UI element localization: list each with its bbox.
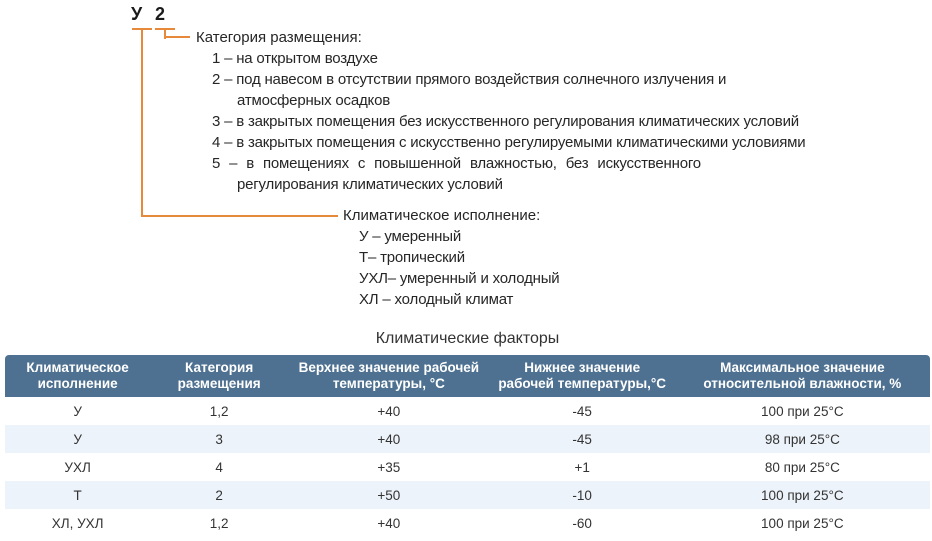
cell-placement-category: 1,2 <box>209 515 229 531</box>
table-row: Т 2 +50 -10 100 при 25°С <box>5 481 930 509</box>
cell-placement-category: 3 <box>150 425 289 453</box>
header-placement-category: Категория размещения <box>150 355 289 397</box>
climatic-version-list: У – умеренный Т– тропический УХЛ– умерен… <box>359 226 763 310</box>
header-max-humidity: Максимальное значение относительной влаж… <box>674 355 930 397</box>
cell-placement-category: 2 <box>150 481 289 509</box>
connector-category-branch-line <box>164 36 190 38</box>
connector-category-stem-line <box>164 28 166 39</box>
cell-upper-temperature: +40 <box>288 425 490 453</box>
cell-climatic-version: ХЛ, УХЛ <box>51 515 104 531</box>
table-title: Климатические факторы <box>375 330 560 347</box>
table-header-row: Климатическое исполнение Категория разме… <box>5 355 930 397</box>
climatic-version-item-uhl: УХЛ– умеренный и холодный <box>359 270 560 287</box>
climatic-version-item-hl: ХЛ – холодный климат <box>359 291 514 308</box>
table-row: ХЛ, УХЛ 1,2 +40 -60 100 при 25°С <box>5 509 930 537</box>
table-row: У 1,2 +40 -45 100 при 25°С <box>5 397 930 425</box>
placement-category-item-2: 2 – под навесом в отсутствии прямого воз… <box>212 71 727 88</box>
cell-lower-temperature: +1 <box>574 459 590 475</box>
cell-placement-category: 4 <box>215 459 223 475</box>
climatic-factors-section: Климатические факторы Климатическое испо… <box>5 330 930 537</box>
placement-category-list: 1 – на открытом воздухе 2 – под навесом … <box>212 48 876 195</box>
table-row: УХЛ 4 +35 +1 80 при 25°С <box>5 453 930 481</box>
cell-max-humidity: 98 при 25°С <box>674 425 930 453</box>
cell-climatic-version: У <box>73 403 82 419</box>
placement-category-item-5: 5 – в помещениях с повышенной влажностью… <box>212 155 701 172</box>
cell-placement-category: 1,2 <box>209 403 229 419</box>
climatic-version-item-u: У – умеренный <box>359 228 462 245</box>
cell-lower-temperature: -45 <box>489 425 675 453</box>
connector-climate-stem-line <box>141 28 143 217</box>
cell-max-humidity: 100 при 25°С <box>761 403 844 419</box>
placement-category-section: Категория размещения: 1 – на открытом во… <box>196 27 876 195</box>
cell-max-humidity: 100 при 25°С <box>674 481 930 509</box>
placement-category-item-2-cont: атмосферных осадков <box>237 92 390 109</box>
designation-climate-code: У <box>131 4 143 24</box>
cell-max-humidity: 100 при 25°С <box>761 515 844 531</box>
cell-upper-temperature: +35 <box>377 459 401 475</box>
table-row: У 3 +40 -45 98 при 25°С <box>5 425 930 453</box>
cell-lower-temperature: -60 <box>572 515 592 531</box>
placement-category-item-4: 4 – в закрытых помещения с искусственно … <box>212 134 806 151</box>
placement-category-item-5-cont: регулирования климатических условий <box>237 176 503 193</box>
cell-upper-temperature: +40 <box>377 403 401 419</box>
cell-max-humidity: 80 при 25°С <box>764 459 840 475</box>
cell-climatic-version: Т <box>5 481 151 509</box>
cell-upper-temperature: +50 <box>288 481 490 509</box>
cell-climatic-version: УХЛ <box>64 459 91 475</box>
climatic-version-title: Климатическое исполнение: <box>343 207 541 224</box>
climatic-factors-table: Климатическое исполнение Категория разме… <box>5 355 930 537</box>
header-upper-temperature: Верхнее значение рабочей температуры, °С <box>288 355 490 397</box>
designation-category-code: 2 <box>155 4 166 24</box>
cell-lower-temperature: -10 <box>489 481 675 509</box>
placement-category-title: Категория размещения: <box>196 29 362 46</box>
placement-category-item-3: 3 – в закрытых помещения без искусственн… <box>212 113 799 130</box>
cell-upper-temperature: +40 <box>377 515 401 531</box>
cell-lower-temperature: -45 <box>572 403 592 419</box>
climatic-version-section: Климатическое исполнение: У – умеренный … <box>343 205 763 310</box>
header-lower-temperature: Нижнее значение рабочей температуры,°С <box>489 355 675 397</box>
placement-category-item-1: 1 – на открытом воздухе <box>212 50 378 67</box>
cell-climatic-version: У <box>5 425 151 453</box>
header-climatic-version: Климатическое исполнение <box>5 355 151 397</box>
connector-climate-branch-line <box>141 215 338 217</box>
climatic-version-item-t: Т– тропический <box>359 249 465 266</box>
